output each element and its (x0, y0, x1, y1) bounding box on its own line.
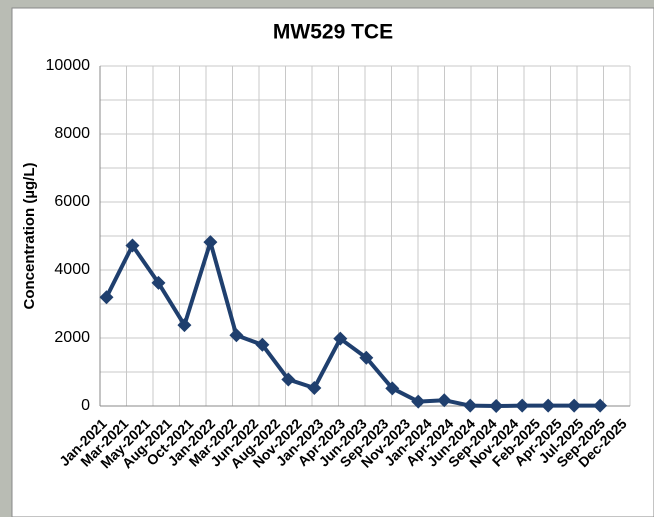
y-tick-label: 8000 (54, 125, 90, 142)
y-tick-label: 10000 (46, 57, 91, 74)
y-tick-label: 2000 (54, 329, 90, 346)
page: {"chart_data": {"type": "line", "title":… (0, 0, 654, 517)
chart: MW529 TCE Concentration (µg/L) 0 2000 4000… (0, 0, 654, 517)
y-tick-label: 4000 (54, 261, 90, 278)
y-tick-label: 6000 (54, 193, 90, 210)
y-tick-label: 0 (81, 397, 90, 414)
y-axis-label: Concentration (µg/L) (21, 163, 38, 310)
chart-title: MW529 TCE (273, 21, 393, 44)
